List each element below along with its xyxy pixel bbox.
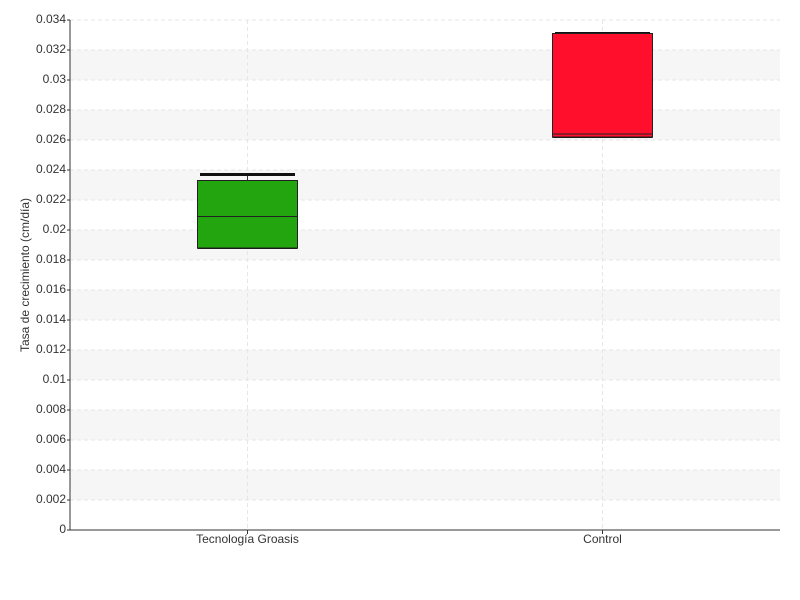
y-tick-label: 0.008 (36, 402, 66, 416)
y-tick-label: 0.01 (43, 372, 67, 386)
y-tick-label: 0.016 (36, 282, 66, 296)
grid-band (70, 170, 780, 200)
grid-band (70, 470, 780, 500)
y-tick-label: 0.02 (43, 222, 67, 236)
grid-band (70, 230, 780, 260)
y-tick-label: 0.032 (36, 42, 66, 56)
y-tick-label: 0.002 (36, 492, 66, 506)
y-tick-label: 0.018 (36, 252, 66, 266)
x-tick-label: Control (583, 532, 622, 546)
box (197, 180, 298, 249)
x-tick-label: Tecnología Groasis (196, 532, 299, 546)
y-axis-label: Tasa de crecimiento (cm/día) (18, 198, 32, 352)
grid-band (70, 110, 780, 140)
box (552, 33, 653, 138)
grid-band (70, 290, 780, 320)
grid-band (70, 350, 780, 380)
grid-band (70, 410, 780, 440)
y-tick-label: 0.028 (36, 102, 66, 116)
y-tick-label: 0.014 (36, 312, 66, 326)
y-tick-label: 0.024 (36, 162, 66, 176)
grid-band (70, 50, 780, 80)
y-tick-label: 0.026 (36, 132, 66, 146)
y-tick-label: 0.012 (36, 342, 66, 356)
y-tick-label: 0 (59, 522, 66, 536)
y-tick-label: 0.004 (36, 462, 66, 476)
y-tick-label: 0.034 (36, 12, 66, 26)
y-tick-label: 0.006 (36, 432, 66, 446)
y-tick-label: 0.022 (36, 192, 66, 206)
y-tick-label: 0.03 (43, 72, 67, 86)
